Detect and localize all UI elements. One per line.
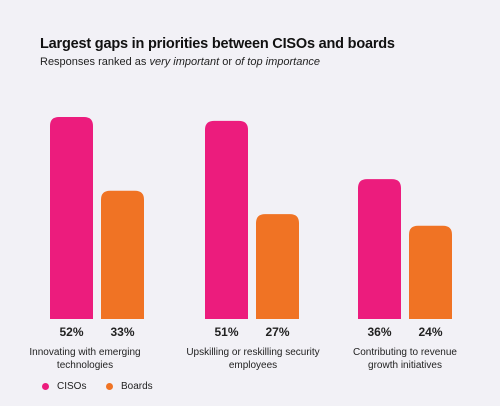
legend-item-cisos: CISOs xyxy=(42,381,86,392)
category-label-line: growth initiatives xyxy=(368,360,442,371)
chart-title: Largest gaps in priorities between CISOs… xyxy=(40,36,395,52)
data-label: 52% xyxy=(59,325,83,339)
category-label-line: Innovating with emerging xyxy=(29,347,141,358)
data-label: 36% xyxy=(367,325,391,339)
category-label-line: employees xyxy=(228,360,278,371)
data-label: 51% xyxy=(214,325,238,339)
legend-swatch-cisos xyxy=(42,383,49,390)
category-label-line: Contributing to revenue xyxy=(353,347,457,358)
legend-swatch-boards xyxy=(106,383,113,390)
category-label: Innovating with emerging technologies xyxy=(0,346,170,372)
bar-boards xyxy=(409,225,452,319)
bar-cisos xyxy=(205,120,248,319)
subtitle-text: or xyxy=(219,56,236,68)
bar-cisos xyxy=(358,179,401,319)
bar-boards xyxy=(101,190,144,319)
subtitle-emphasis: very important xyxy=(149,56,220,68)
data-label: 24% xyxy=(418,325,442,339)
bar-boards xyxy=(256,214,299,319)
data-label: 33% xyxy=(110,325,134,339)
chart-subtitle: Responses ranked as very important or of… xyxy=(40,56,320,68)
subtitle-emphasis: of top importance xyxy=(235,56,321,68)
legend-item-boards: Boards xyxy=(106,381,153,392)
category-label-line: Upskilling or reskilling security xyxy=(186,347,320,358)
data-label: 27% xyxy=(265,325,289,339)
subtitle-text: Responses ranked as xyxy=(40,56,150,68)
category-label: Upskilling or reskilling security employ… xyxy=(168,346,338,372)
legend-label-cisos: CISOs xyxy=(57,381,87,392)
category-label: Contributing to revenue growth initiativ… xyxy=(320,346,490,372)
legend-label-boards: Boards xyxy=(121,381,153,392)
bar-cisos xyxy=(50,117,93,319)
category-label-line: technologies xyxy=(56,360,114,371)
